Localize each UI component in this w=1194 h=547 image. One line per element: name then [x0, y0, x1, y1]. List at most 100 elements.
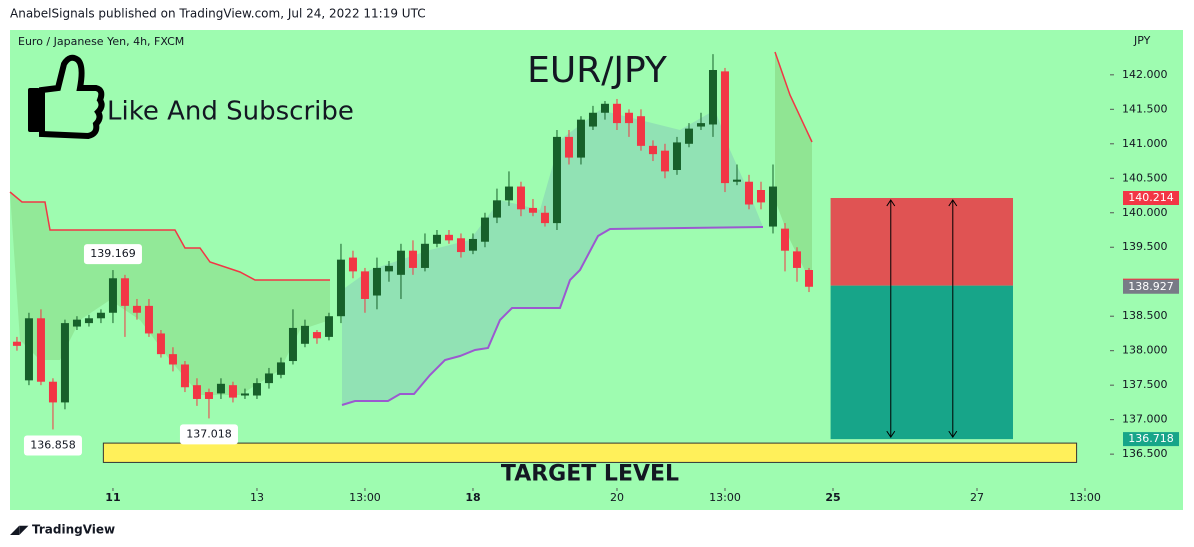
candle-body	[348, 257, 357, 272]
y-tick-label: 141.500	[1122, 102, 1168, 115]
x-tick-label: 13:00	[1069, 491, 1101, 504]
arrow-head	[948, 430, 958, 439]
y-tick-label: 140.500	[1122, 171, 1168, 184]
target-zone	[102, 442, 1078, 463]
candle-body	[288, 327, 297, 362]
x-tick-label: 18	[465, 491, 480, 504]
candle-body	[684, 128, 693, 144]
candle-body	[456, 238, 465, 253]
candle-body	[624, 112, 633, 124]
x-tick-label: 13	[250, 491, 264, 504]
candle-body	[276, 362, 285, 375]
candle-body	[780, 228, 789, 251]
candle-body	[156, 333, 165, 355]
supertrend-down	[9, 191, 330, 281]
candle-body	[24, 318, 33, 381]
candle-body	[96, 312, 105, 319]
thumbs-up-icon	[28, 54, 105, 140]
y-tick-label: 140.000	[1122, 206, 1168, 219]
price-tag	[1123, 279, 1179, 294]
candle-body	[132, 305, 141, 313]
footer-logo: ◢◤	[10, 523, 29, 537]
candle-body	[720, 71, 729, 184]
candle-body	[372, 267, 381, 296]
candle-body	[528, 207, 537, 213]
candle-body	[696, 123, 705, 127]
candle-body	[648, 145, 657, 155]
candle-body	[396, 250, 405, 275]
header: AnabelSignals published on TradingView.c…	[10, 7, 426, 21]
candle-body	[240, 393, 249, 396]
candle-body	[252, 383, 261, 396]
price-callout-label: 139.169	[90, 247, 136, 260]
price-tag-label: 138.927	[1128, 280, 1174, 293]
candle-body	[516, 186, 525, 210]
candle-body	[72, 319, 81, 327]
candle-body	[432, 234, 441, 244]
candle-body	[792, 251, 801, 268]
candle-body	[84, 318, 93, 324]
candle-body	[144, 305, 153, 334]
candle-body	[180, 364, 189, 388]
candle-body	[408, 250, 417, 268]
candle-body	[360, 271, 369, 299]
x-tick-label: 20	[610, 491, 624, 504]
price-callout	[83, 244, 142, 265]
reward-zone	[830, 285, 1013, 440]
candle-body	[804, 270, 813, 287]
y-tick-label: 141.000	[1122, 137, 1168, 150]
price-callout	[23, 435, 82, 456]
target-label: TARGET LEVEL	[501, 461, 679, 486]
candle-body	[216, 383, 225, 394]
candle-body	[420, 243, 429, 268]
candle-body	[384, 265, 393, 272]
price-tag	[1123, 432, 1179, 447]
candle-body	[744, 181, 753, 205]
x-tick-label: 27	[970, 491, 984, 504]
candle-body	[588, 112, 597, 127]
candle-body	[444, 234, 453, 241]
candle-body	[264, 373, 273, 384]
footer: TradingView	[32, 523, 115, 537]
candle-body	[732, 179, 741, 182]
candle-body	[480, 217, 489, 242]
candle-body	[312, 332, 321, 339]
price-tag	[1123, 191, 1179, 205]
candle-body	[552, 136, 561, 224]
supertrend-up	[341, 226, 764, 406]
y-tick-label: 138.500	[1122, 309, 1168, 322]
candle-body	[60, 323, 69, 403]
x-tick-label: 13:00	[709, 491, 741, 504]
risk-zone	[830, 198, 1013, 286]
candle-body	[504, 186, 513, 201]
price-callout-label: 136.858	[30, 438, 76, 451]
price-tag-label: 136.718	[1128, 432, 1174, 445]
candle-body	[540, 212, 549, 224]
candle-body	[636, 116, 645, 146]
candle-body	[600, 103, 609, 113]
indicator-overlay	[9, 51, 813, 406]
x-tick-label: 11	[105, 491, 120, 504]
price-tag-label: 140.214	[1128, 191, 1174, 204]
candle-body	[336, 259, 345, 317]
arrow-head	[886, 199, 896, 207]
arrow-head	[886, 430, 896, 439]
supertrend-fill	[775, 52, 812, 285]
supertrend-fill	[342, 110, 763, 405]
candle-body	[468, 238, 477, 251]
candle-body	[12, 341, 21, 346]
annotation: Like And Subscribe	[107, 97, 354, 127]
candle-body	[672, 142, 681, 170]
candle-body	[768, 186, 777, 227]
candle-body	[204, 392, 213, 399]
candle-body	[108, 278, 117, 313]
currency: JPY	[1133, 34, 1151, 47]
candle-body	[228, 385, 237, 398]
symbol: Euro / Japanese Yen, 4h, FXCM	[18, 35, 184, 48]
supertrend-fill	[10, 192, 330, 395]
y-tick-label: 136.500	[1122, 447, 1168, 460]
y-tick-label: 137.000	[1122, 413, 1168, 426]
y-tick-label: 138.000	[1122, 344, 1168, 357]
y-tick-label: 142.000	[1122, 68, 1168, 81]
